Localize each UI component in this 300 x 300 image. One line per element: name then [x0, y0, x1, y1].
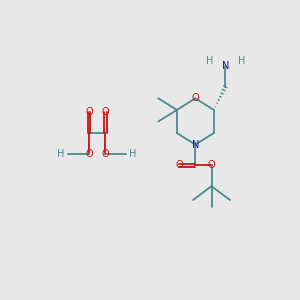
Text: H: H	[238, 56, 245, 66]
Text: O: O	[208, 160, 215, 170]
Text: H: H	[57, 149, 65, 159]
Text: O: O	[85, 107, 93, 117]
Text: O: O	[85, 149, 93, 159]
Text: O: O	[101, 149, 109, 159]
Text: O: O	[101, 107, 109, 117]
Text: N: N	[192, 140, 199, 150]
Text: O: O	[175, 160, 183, 170]
Text: N: N	[222, 61, 229, 71]
Text: O: O	[191, 93, 199, 103]
Text: H: H	[130, 149, 137, 159]
Text: H: H	[206, 56, 213, 66]
